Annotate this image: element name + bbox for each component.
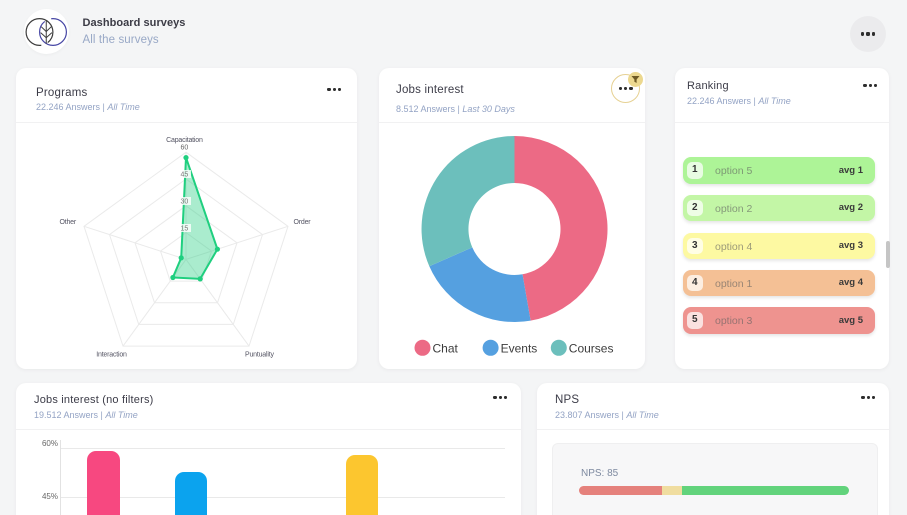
svg-text:Puntuality: Puntuality: [245, 352, 274, 359]
svg-text:Capacitation: Capacitation: [166, 137, 203, 144]
svg-text:Courses: Courses: [569, 342, 614, 356]
svg-text:Interaction: Interaction: [96, 352, 127, 359]
svg-text:Events: Events: [501, 342, 538, 356]
svg-text:15: 15: [181, 226, 189, 233]
svg-text:60: 60: [181, 145, 189, 152]
svg-text:Other: Other: [59, 219, 76, 226]
svg-text:45: 45: [181, 172, 189, 179]
svg-text:30: 30: [181, 199, 189, 206]
svg-text:Chat: Chat: [433, 342, 459, 356]
svg-text:Order: Order: [294, 219, 312, 226]
